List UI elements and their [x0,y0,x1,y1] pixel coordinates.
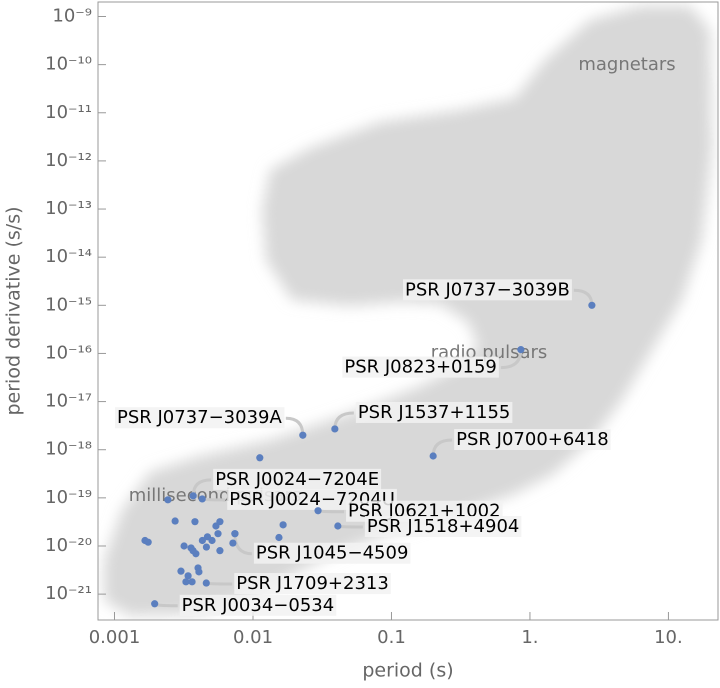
data-point [171,517,179,525]
data-point [177,567,185,575]
point-label-group: PSR J0737−3039B [402,279,594,306]
data-point [182,578,190,586]
region-label: magnetars [578,54,675,75]
data-point [144,538,152,546]
data-point [189,547,197,555]
label-background [355,401,513,423]
point-label-group: PSR J0034−0534 [153,594,337,616]
point-label-group: PSR J0823+0159 [342,349,523,378]
data-point [191,518,199,526]
x-axis-title: period (s) [362,660,453,682]
label-leader [204,581,233,586]
data-point [188,578,196,586]
data-point [202,579,210,587]
data-point [151,600,159,608]
data-point [334,522,342,530]
y-tick-label: 10⁻²⁰ [45,535,92,556]
region-shape [104,6,712,616]
data-point [256,454,264,462]
data-point [216,547,224,555]
y-tick-label: 10⁻¹⁷ [45,391,92,412]
y-tick-label: 10⁻¹⁵ [45,294,92,315]
data-point [229,539,237,547]
x-tick-label: 10. [654,627,683,648]
label-background [364,516,522,538]
point-label: PSR J0700+6418 [456,429,609,450]
label-leader [316,509,345,514]
data-point [214,530,222,538]
point-label: PSR J0034−0534 [182,595,335,616]
y-tick-label: 10⁻¹² [45,150,92,171]
point-label-group: PSR J0024−7204E [191,468,382,496]
data-point [198,495,206,503]
data-point [299,431,307,439]
data-point [279,521,287,529]
label-background [454,429,611,451]
point-label: PSR J1537+1155 [358,402,511,423]
data-point [212,522,220,530]
data-point [331,425,339,433]
population-region [104,6,712,616]
point-label-group: PSR J1709+2313 [204,573,391,595]
y-tick-label: 10⁻¹⁴ [45,246,92,267]
point-label-group: PSR J1537+1155 [333,401,513,430]
label-background [402,279,572,301]
data-point [314,507,322,515]
label-background [213,468,382,490]
point-labels: PSR J0737−3039B PSR J0823+0159 PSR J0737−3… [114,279,611,616]
label-background [234,573,391,595]
point-label: PSR J0823+0159 [344,357,497,378]
data-point [164,496,172,504]
x-tick-label: 1. [521,627,538,648]
y-tick-label: 10⁻⁹ [52,5,92,26]
label-background [253,542,411,564]
x-tick-label: 0.001 [89,627,141,648]
data-point [231,530,239,538]
y-tick-label: 10⁻¹³ [45,198,92,219]
point-label-group: PSR J1045−4509 [233,533,411,564]
point-label: PSR J1045−4509 [256,543,409,564]
data-point [517,346,525,354]
point-label-group: PSR J1518+4904 [336,516,522,538]
label-background [179,594,337,616]
plot-frame [97,1,719,621]
label-background [342,356,499,378]
data-point [195,568,203,576]
data-point [198,536,206,545]
point-label: PSR J0737−3039B [405,279,570,300]
data-point [184,572,192,580]
y-tick-label: 10⁻¹⁸ [45,439,92,460]
y-axis-title: period derivative (s/s) [3,206,25,415]
data-point [275,533,283,542]
y-tick-label: 10⁻²¹ [45,583,92,604]
point-label: PSR J0024−7204E [215,469,379,490]
data-point [189,492,197,500]
point-label: PSR J1709+2313 [236,573,389,594]
label-background [114,407,285,429]
label-leader [336,524,363,529]
point-label-group: PSR J0737−3039A [114,407,305,436]
data-point [202,543,211,551]
data-point [208,536,216,545]
point-label: PSR J0737−3039A [117,407,283,428]
y-tick-label: 10⁻¹⁰ [45,54,92,75]
point-label: PSR J1518+4904 [367,516,520,537]
y-tick-label: 10⁻¹⁹ [45,487,92,508]
x-tick-label: 0.1 [377,627,406,648]
data-point [588,301,596,309]
y-tick-label: 10⁻¹⁶ [45,342,92,363]
data-point [429,452,437,460]
y-tick-label: 10⁻¹¹ [45,102,92,123]
x-tick-label: 0.01 [233,627,273,648]
data-point [180,542,188,550]
